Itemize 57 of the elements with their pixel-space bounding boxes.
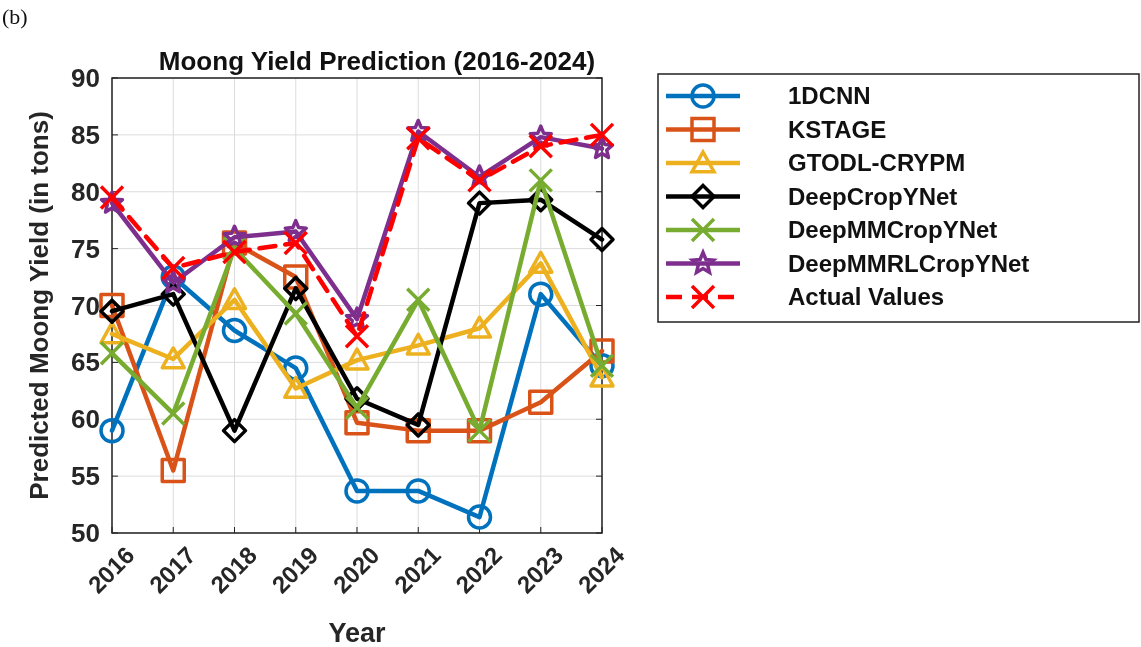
point (283, 375, 309, 400)
point (405, 332, 431, 356)
legend-label: KSTAGE (788, 115, 887, 143)
point (528, 167, 554, 194)
legend-label: Actual Values (788, 283, 945, 311)
point (405, 125, 431, 152)
point (344, 395, 370, 421)
point (283, 275, 309, 302)
y-tick-label: 65 (71, 347, 100, 378)
point (221, 317, 248, 344)
y-tick-label: 75 (71, 233, 100, 264)
legend-label: DeepCropYNet (788, 182, 958, 210)
y-tick-label: 50 (71, 518, 100, 549)
point (160, 255, 186, 281)
point (283, 300, 309, 327)
point (589, 122, 615, 148)
point (160, 346, 186, 370)
point (160, 400, 186, 427)
point (405, 287, 431, 313)
x-axis-title: Year (328, 618, 387, 647)
y-tick-label: 90 (71, 63, 100, 94)
point (283, 230, 309, 256)
point (161, 270, 186, 294)
point (528, 281, 554, 307)
chart-title: Moong Yield Prediction (2016-2024) (158, 46, 596, 76)
point (528, 389, 554, 415)
point (221, 287, 248, 311)
legend-label: GTODL-CRYPM (788, 149, 966, 177)
point (99, 298, 125, 324)
point (160, 457, 186, 484)
y-tick-label: 55 (71, 461, 100, 492)
point (99, 184, 125, 211)
point (528, 250, 554, 274)
point (466, 167, 493, 194)
point (466, 315, 493, 339)
legend-label: DeepMMCropYNet (788, 216, 998, 244)
point (222, 224, 247, 248)
point (405, 412, 431, 438)
y-axis-title: Predicted Moong Yield (in tons) (24, 111, 54, 500)
point (99, 340, 125, 367)
legend-label: 1DCNN (788, 82, 871, 110)
point (344, 478, 370, 504)
point (466, 190, 493, 216)
point (466, 504, 493, 530)
point (344, 347, 370, 371)
point (589, 226, 615, 253)
point (344, 323, 370, 349)
y-tick-label: 70 (71, 290, 100, 321)
legend-label: DeepMMRLCropYNet (788, 249, 1030, 277)
y-tick-label: 80 (71, 176, 100, 207)
point (405, 478, 431, 504)
point (99, 417, 125, 444)
point (221, 417, 248, 444)
y-tick-label: 60 (71, 404, 100, 435)
point (528, 133, 554, 159)
text: (b) (2, 4, 28, 29)
y-tick-label: 85 (71, 119, 100, 150)
